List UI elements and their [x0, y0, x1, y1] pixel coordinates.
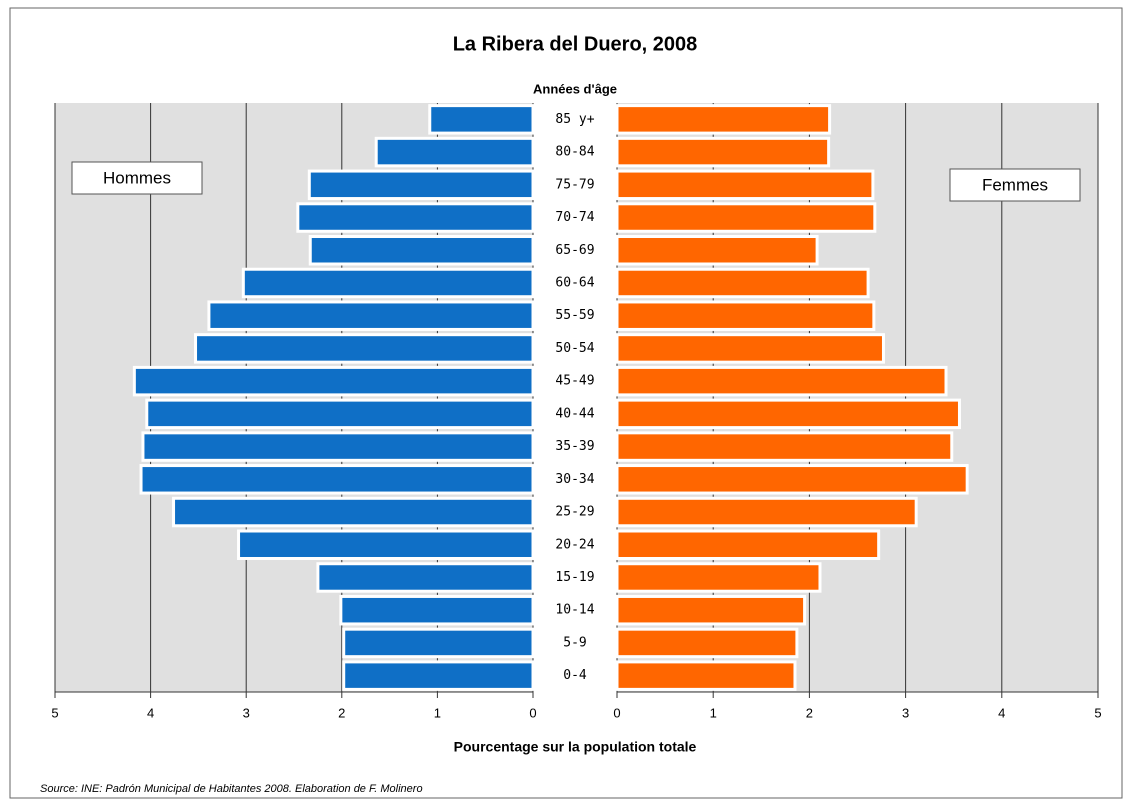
legend-box	[949, 168, 1081, 202]
y-tick-label: 65-69	[555, 243, 594, 258]
bar	[615, 169, 875, 201]
bar	[141, 431, 535, 462]
y-tick-label: 70-74	[555, 210, 594, 225]
bar	[615, 627, 799, 659]
x-tick-label: 1	[434, 705, 441, 720]
bar	[132, 365, 535, 397]
bar	[615, 594, 807, 626]
bar	[615, 398, 961, 430]
bar	[615, 235, 819, 266]
bar	[339, 594, 535, 626]
bar	[615, 333, 885, 364]
y-tick-label: 20-24	[555, 537, 594, 552]
bar	[307, 169, 535, 201]
y-tick-label: 5-9	[563, 635, 586, 650]
legend-box	[71, 161, 203, 195]
x-tick-label: 3	[243, 705, 250, 720]
y-tick-label: 10-14	[555, 603, 594, 618]
bar	[615, 136, 831, 168]
y-tick-label: 25-29	[555, 505, 594, 520]
x-tick-label: 2	[338, 705, 345, 720]
bar	[237, 529, 535, 560]
x-tick-label: 1	[710, 705, 717, 720]
bar	[342, 627, 535, 659]
bar	[139, 464, 535, 495]
y-tick-label: 55-59	[555, 308, 594, 323]
bar	[615, 300, 876, 331]
bar	[615, 431, 954, 462]
y-tick-label: 0-4	[563, 668, 587, 683]
bar	[615, 267, 870, 299]
plot-bg	[55, 103, 533, 692]
bar	[296, 202, 535, 233]
y-tick-label: 30-34	[555, 472, 594, 487]
x-tick-label: 5	[1094, 705, 1101, 720]
y-tick-label: 45-49	[555, 374, 594, 389]
x-axis-label: Pourcentage sur la population totale	[454, 739, 697, 755]
bar	[316, 562, 535, 593]
bar	[308, 235, 535, 266]
y-axis-label: Années d'âge	[533, 81, 617, 96]
bar	[615, 660, 797, 691]
bar	[615, 529, 881, 560]
y-tick-label: 60-64	[555, 275, 594, 290]
bar	[615, 464, 969, 495]
x-tick-label: 4	[998, 705, 1005, 720]
bar	[374, 136, 535, 168]
y-tick-label: 85 y+	[555, 112, 594, 127]
legend-label: Hommes	[103, 168, 171, 187]
x-tick-label: 3	[902, 705, 909, 720]
bar	[241, 267, 535, 299]
bar	[207, 300, 535, 331]
x-tick-label: 5	[51, 705, 58, 720]
bar	[615, 365, 948, 397]
x-tick-label: 2	[806, 705, 813, 720]
y-tick-label: 35-39	[555, 439, 594, 454]
x-tick-label: 4	[147, 705, 154, 720]
bar	[172, 496, 535, 528]
y-tick-label: 15-19	[555, 570, 594, 585]
bar	[145, 398, 535, 430]
bar	[194, 333, 535, 364]
bar	[342, 660, 535, 691]
legend-label: Femmes	[982, 175, 1048, 194]
x-tick-label: 0	[613, 705, 620, 720]
y-tick-label: 50-54	[555, 341, 594, 356]
bar	[615, 496, 918, 528]
x-tick-label: 0	[529, 705, 536, 720]
y-tick-label: 40-44	[555, 406, 594, 421]
y-tick-label: 80-84	[555, 145, 594, 160]
bar	[428, 104, 535, 135]
y-tick-label: 75-79	[555, 177, 594, 192]
bar	[615, 104, 832, 135]
chart-title: La Ribera del Duero, 2008	[453, 33, 698, 55]
bar	[615, 562, 822, 593]
source: Source: INE: Padrón Municipal de Habitan…	[40, 783, 423, 795]
bar	[615, 202, 877, 233]
